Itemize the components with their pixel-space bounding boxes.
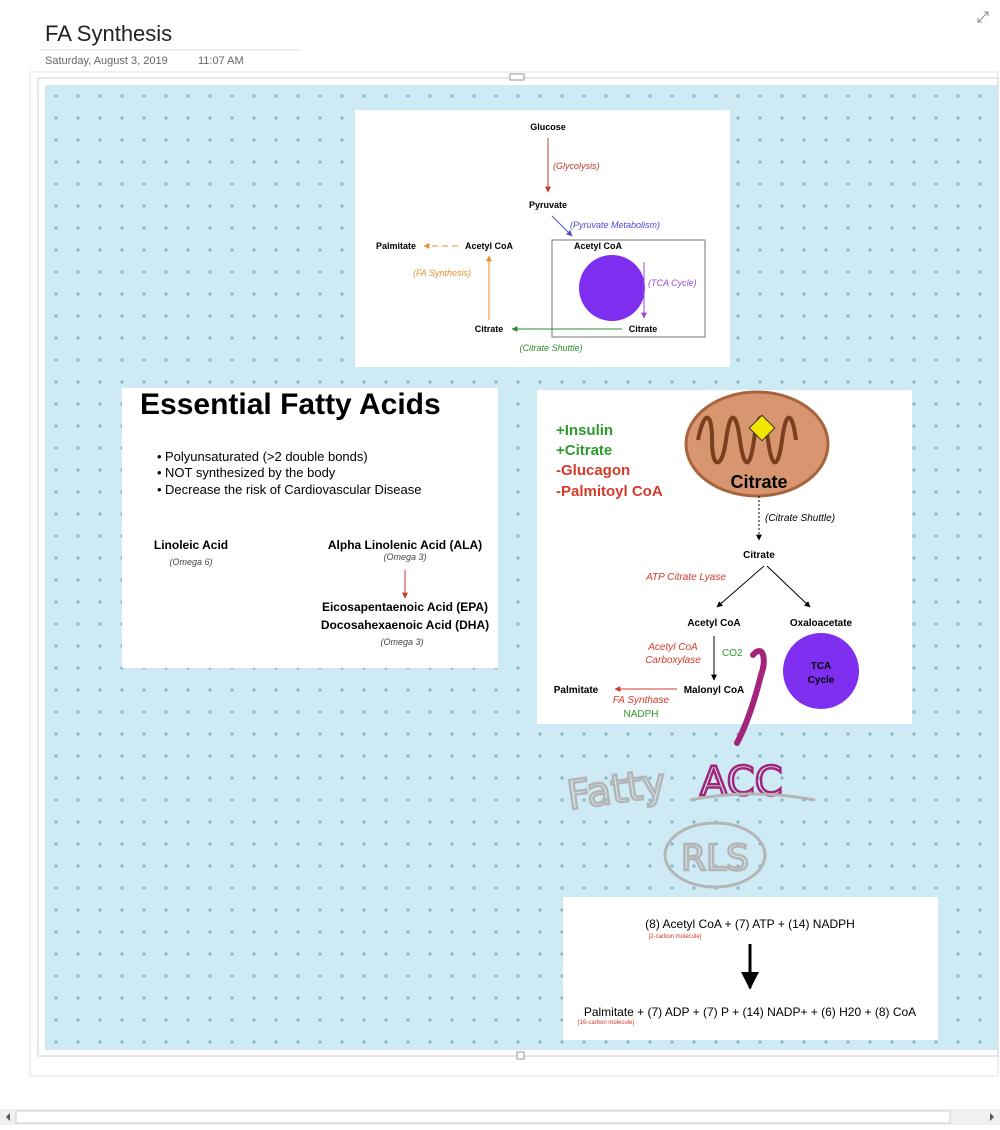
inhibitor: -Palmitoyl CoA: [556, 483, 663, 500]
label: (Glycolysis): [553, 161, 600, 171]
label: TCA: [811, 661, 832, 672]
label: Pyruvate: [529, 200, 567, 210]
label: Docosahexaenoic Acid (DHA): [321, 618, 489, 632]
ink-stroke: [689, 792, 816, 802]
label: (Citrate Shuttle): [765, 513, 835, 524]
resize-handle[interactable]: [509, 73, 525, 81]
mito-label: Citrate: [730, 472, 787, 492]
activator: +Insulin: [556, 422, 613, 439]
label: (FA Synthesis): [413, 268, 471, 278]
scroll-thumb[interactable]: [15, 1110, 951, 1124]
label: Acetyl CoA: [687, 618, 740, 629]
label: (Omega 6): [169, 557, 212, 567]
scroll-right[interactable]: [990, 1113, 994, 1121]
label: CO2: [722, 648, 743, 659]
bullet: NOT synthesized by the body: [165, 465, 336, 480]
label: Alpha Linolenic Acid (ALA): [328, 538, 482, 552]
equation-panel: (8) Acetyl CoA + (7) ATP + (14) NADPH [2…: [563, 897, 938, 1040]
ink-text: RLS: [681, 838, 749, 879]
label: Acetyl CoA: [465, 241, 514, 251]
label: NADPH: [623, 709, 658, 720]
inhibitor: -Glucagon: [556, 462, 630, 479]
products: Palmitate + (7) ADP + (7) P + (14) NADP+…: [584, 1005, 916, 1019]
panel-title: Essential Fatty Acids: [140, 388, 441, 421]
label: Glucose: [530, 122, 566, 132]
bullet: Polyunsaturated (>2 double bonds): [165, 449, 368, 464]
ink-text: ACC: [700, 759, 783, 805]
label: Citrate: [629, 324, 658, 334]
label: ATP Citrate Lyase: [645, 572, 726, 583]
label: (Pyruvate Metabolism): [570, 220, 660, 230]
label: Carboxylase: [645, 655, 701, 666]
regulation-panel: +Insulin +Citrate -Glucagon -Palmitoyl C…: [537, 390, 912, 724]
expand-icon[interactable]: [977, 11, 989, 23]
activator: +Citrate: [556, 442, 612, 459]
label: Linoleic Acid: [154, 538, 228, 552]
svg-text:•: •: [157, 482, 162, 497]
label: FA Synthase: [613, 695, 670, 706]
label: Acetyl CoA: [574, 241, 623, 251]
scroll-left[interactable]: [6, 1113, 10, 1121]
label: Malonyl CoA: [684, 685, 745, 696]
label: (Omega 3): [380, 637, 423, 647]
ink-circle: [663, 821, 767, 889]
label: Palmitate: [554, 685, 599, 696]
page-title[interactable]: FA Synthesis: [45, 21, 172, 46]
label: (Omega 3): [383, 552, 426, 562]
svg-text:•: •: [157, 449, 162, 464]
reactants: (8) Acetyl CoA + (7) ATP + (14) NADPH: [645, 917, 855, 931]
pathway-panel: Glucose (Glycolysis) Pyruvate (Pyruvate …: [355, 110, 730, 367]
label: Acetyl CoA: [647, 642, 698, 653]
note: [2-carbon molecule]: [649, 934, 702, 940]
essential-fa-panel: Essential Fatty Acids • Polyunsaturated (…: [122, 388, 498, 668]
label: Citrate: [743, 550, 775, 561]
label: Oxaloacetate: [790, 618, 853, 629]
page-date: Saturday, August 3, 2019: [45, 55, 168, 67]
page-time: 11:07 AM: [198, 55, 244, 67]
label: Citrate: [475, 324, 504, 334]
label: Cycle: [808, 675, 835, 686]
svg-text:•: •: [157, 465, 162, 480]
label: Palmitate: [376, 241, 416, 251]
note: [16-carbon molecule]: [578, 1020, 634, 1026]
label: Eicosapentaenoic Acid (EPA): [322, 600, 488, 614]
label: (TCA Cycle): [648, 278, 697, 288]
ink-stroke: [734, 647, 767, 746]
label: (Citrate Shuttle): [519, 343, 582, 353]
bullet: Decrease the risk of Cardiovascular Dise…: [165, 482, 422, 497]
move-cursor: [748, 414, 776, 442]
resize-handle[interactable]: [516, 1051, 525, 1060]
